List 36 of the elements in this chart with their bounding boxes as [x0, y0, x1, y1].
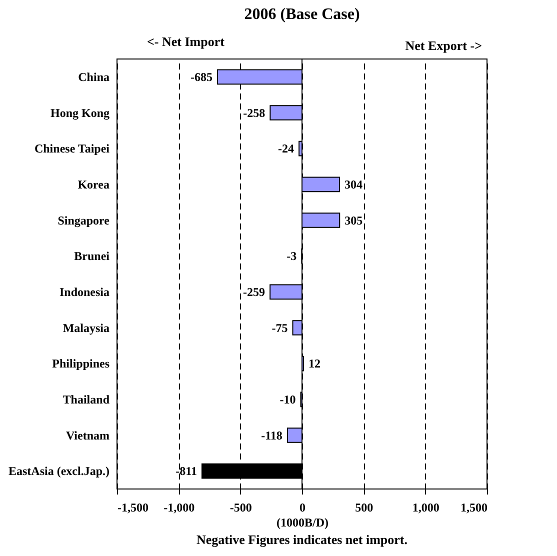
x-tick-label: -1,000 — [164, 500, 195, 514]
chart-title: 2006 (Base Case) — [244, 6, 360, 23]
y-tick-label: Hong Kong — [50, 106, 110, 120]
x-axis-title: (1000B/D) — [276, 516, 328, 530]
x-tick-label: 500 — [355, 500, 374, 514]
data-label: -811 — [176, 464, 197, 478]
data-label: -118 — [261, 428, 282, 442]
y-tick-label: Brunei — [74, 249, 110, 264]
data-label: -3 — [286, 249, 297, 264]
x-tick-label: 1,000 — [412, 500, 440, 514]
y-tick-label: Singapore — [58, 213, 110, 228]
y-tick-label: Korea — [78, 177, 110, 192]
y-tick-label: Vietnam — [66, 428, 110, 442]
y-tick-label: Philippines — [52, 356, 110, 371]
data-label: 304 — [344, 177, 362, 192]
data-label: -685 — [190, 70, 213, 84]
y-tick-label: EastAsia (excl.Jap.) — [8, 464, 110, 478]
data-label: -24 — [278, 142, 294, 156]
y-tick-label: Malaysia — [62, 320, 110, 335]
text: <- Net Import — [147, 34, 226, 49]
x-tick-label: 1,500 — [460, 500, 488, 514]
y-tick-label: Chinese Taipei — [34, 142, 110, 156]
x-tick-label: -500 — [230, 500, 252, 514]
data-label: -75 — [272, 320, 288, 335]
y-tick-label: Thailand — [62, 392, 110, 406]
data-label: -10 — [280, 392, 296, 406]
x-tick-label: -1,500 — [118, 500, 148, 514]
text: Net Export -> — [405, 38, 482, 53]
data-label: 305 — [344, 213, 363, 228]
y-tick-label: China — [78, 70, 110, 84]
x-tick-label: 0 — [300, 500, 306, 514]
y-tick-label: Indonesia — [59, 284, 110, 299]
data-label: -258 — [243, 106, 266, 120]
data-label: 12 — [308, 356, 320, 371]
text: Negative Figures indicates net import. — [196, 532, 408, 547]
data-label: -259 — [243, 284, 266, 299]
